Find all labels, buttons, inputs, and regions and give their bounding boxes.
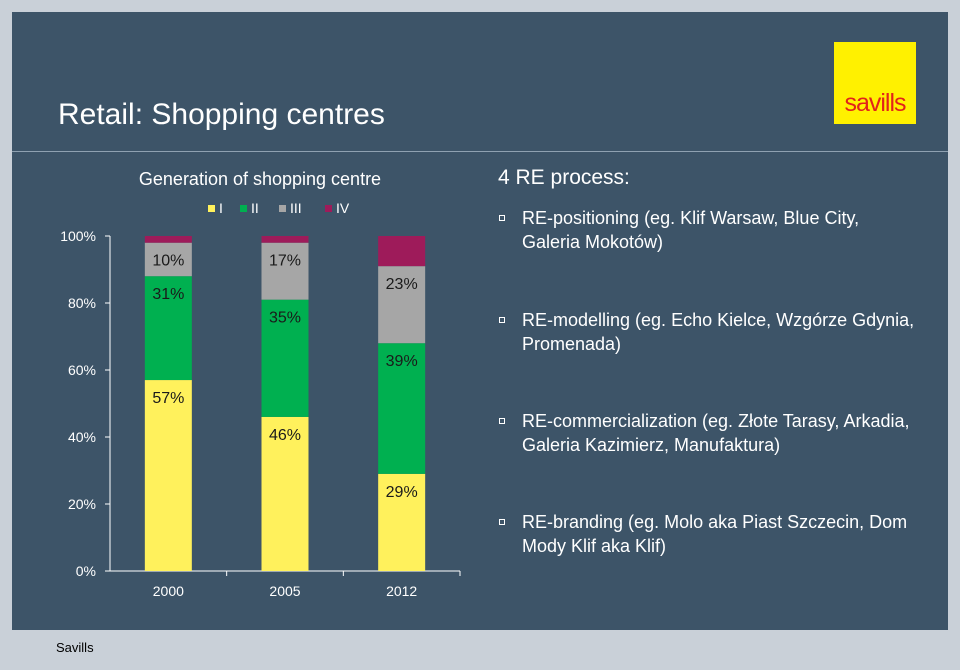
bar-segment xyxy=(144,236,192,243)
data-label: 29% xyxy=(386,484,418,501)
bullet-text: RE-commercialization (eg. Złote Tarasy, … xyxy=(522,411,910,455)
bullet-text: RE-branding (eg. Molo aka Piast Szczecin… xyxy=(522,512,908,556)
bar-segment xyxy=(378,266,426,344)
bar-segment xyxy=(261,416,309,571)
x-tick-label: 2000 xyxy=(153,583,184,599)
data-label: 10% xyxy=(152,253,184,270)
data-label: 57% xyxy=(152,390,184,407)
data-label: 23% xyxy=(386,276,418,293)
title-divider xyxy=(12,151,948,152)
legend-label: III xyxy=(290,200,302,216)
bar-segment xyxy=(144,242,192,277)
y-tick-label: 40% xyxy=(68,429,96,445)
legend-swatch xyxy=(240,205,247,212)
x-tick-label: 2012 xyxy=(386,583,417,599)
legend-swatch xyxy=(208,205,215,212)
savills-logo: savills xyxy=(834,42,916,124)
square-bullet-icon xyxy=(499,215,505,221)
square-bullet-icon xyxy=(499,317,505,323)
bar-segment xyxy=(261,299,309,417)
bar-segment xyxy=(261,236,309,243)
bar-segment xyxy=(378,236,426,267)
y-tick-label: 100% xyxy=(60,228,96,244)
bar-segment xyxy=(144,276,192,381)
bullet-item-remodelling: RE-modelling (eg. Echo Kielce, Wzgórze G… xyxy=(498,308,918,356)
legend-label: IV xyxy=(336,200,350,216)
footer-text: Savills xyxy=(56,640,94,655)
bullet-text: RE-modelling (eg. Echo Kielce, Wzgórze G… xyxy=(522,310,915,354)
y-tick-label: 80% xyxy=(68,295,96,311)
bullet-text: RE-positioning (eg. Klif Warsaw, Blue Ci… xyxy=(522,208,860,252)
bar-segment xyxy=(261,242,309,300)
y-tick-label: 0% xyxy=(76,563,96,579)
bullet-item-rebranding: RE-branding (eg. Molo aka Piast Szczecin… xyxy=(498,510,918,558)
data-label: 39% xyxy=(386,353,418,370)
logo-text: savills xyxy=(844,89,906,117)
x-tick-label: 2005 xyxy=(269,583,300,599)
legend-swatch xyxy=(325,205,332,212)
data-label: 35% xyxy=(269,310,301,327)
legend-label: II xyxy=(251,200,259,216)
bar-segment xyxy=(378,473,426,571)
legend-label: I xyxy=(219,200,223,216)
y-tick-label: 60% xyxy=(68,362,96,378)
bullet-item-recommercialization: RE-commercialization (eg. Złote Tarasy, … xyxy=(498,409,918,457)
bullets-title: 4 RE process: xyxy=(498,166,630,189)
data-label: 46% xyxy=(269,427,301,444)
legend-swatch xyxy=(279,205,286,212)
square-bullet-icon xyxy=(499,519,505,525)
page-title: Retail: Shopping centres xyxy=(58,98,385,131)
bar-segment xyxy=(144,380,192,571)
bullet-item-repositioning: RE-positioning (eg. Klif Warsaw, Blue Ci… xyxy=(498,206,918,254)
square-bullet-icon xyxy=(499,418,505,424)
bar-segment xyxy=(378,343,426,474)
y-tick-label: 20% xyxy=(68,496,96,512)
chart-title: Generation of shopping centre xyxy=(139,169,381,189)
data-label: 31% xyxy=(152,286,184,303)
data-label: 17% xyxy=(269,253,301,270)
